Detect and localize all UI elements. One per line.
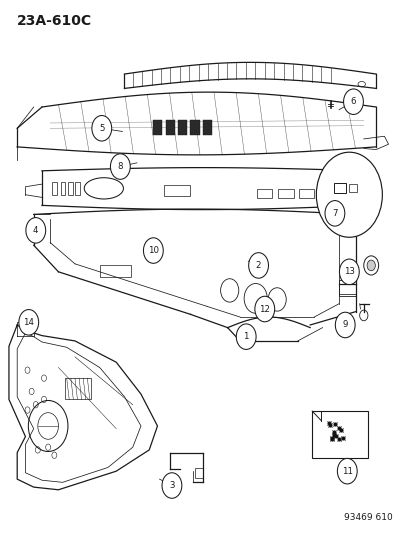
Circle shape [343,89,363,115]
Text: 13: 13 [343,268,354,276]
Circle shape [143,238,163,263]
Text: 9: 9 [342,320,347,329]
Text: 11: 11 [341,467,352,475]
FancyBboxPatch shape [202,120,211,135]
Text: 8: 8 [117,162,123,171]
Text: 14: 14 [23,318,34,327]
Text: 10: 10 [147,246,159,255]
Text: 3: 3 [169,481,174,490]
Circle shape [363,256,378,275]
FancyBboxPatch shape [190,120,199,135]
Text: 2: 2 [255,261,261,270]
Text: 12: 12 [259,304,270,313]
Circle shape [339,259,358,285]
Text: 4: 4 [33,226,38,235]
Circle shape [324,200,344,226]
FancyBboxPatch shape [153,120,162,135]
Text: 93469 610: 93469 610 [343,513,392,522]
Circle shape [366,260,375,271]
Text: 7: 7 [331,209,337,218]
Text: 5: 5 [99,124,104,133]
Circle shape [254,296,274,322]
Circle shape [19,310,38,335]
Circle shape [236,324,256,350]
Circle shape [335,312,354,338]
Circle shape [248,253,268,278]
Circle shape [110,154,130,179]
Text: 6: 6 [350,97,355,106]
FancyBboxPatch shape [178,120,187,135]
FancyBboxPatch shape [165,120,174,135]
Circle shape [26,217,45,243]
Circle shape [92,116,112,141]
Circle shape [316,152,382,237]
Circle shape [161,473,181,498]
Text: 23A-610C: 23A-610C [17,14,92,28]
Circle shape [337,458,356,484]
Text: 1: 1 [243,332,248,341]
FancyBboxPatch shape [311,411,367,458]
